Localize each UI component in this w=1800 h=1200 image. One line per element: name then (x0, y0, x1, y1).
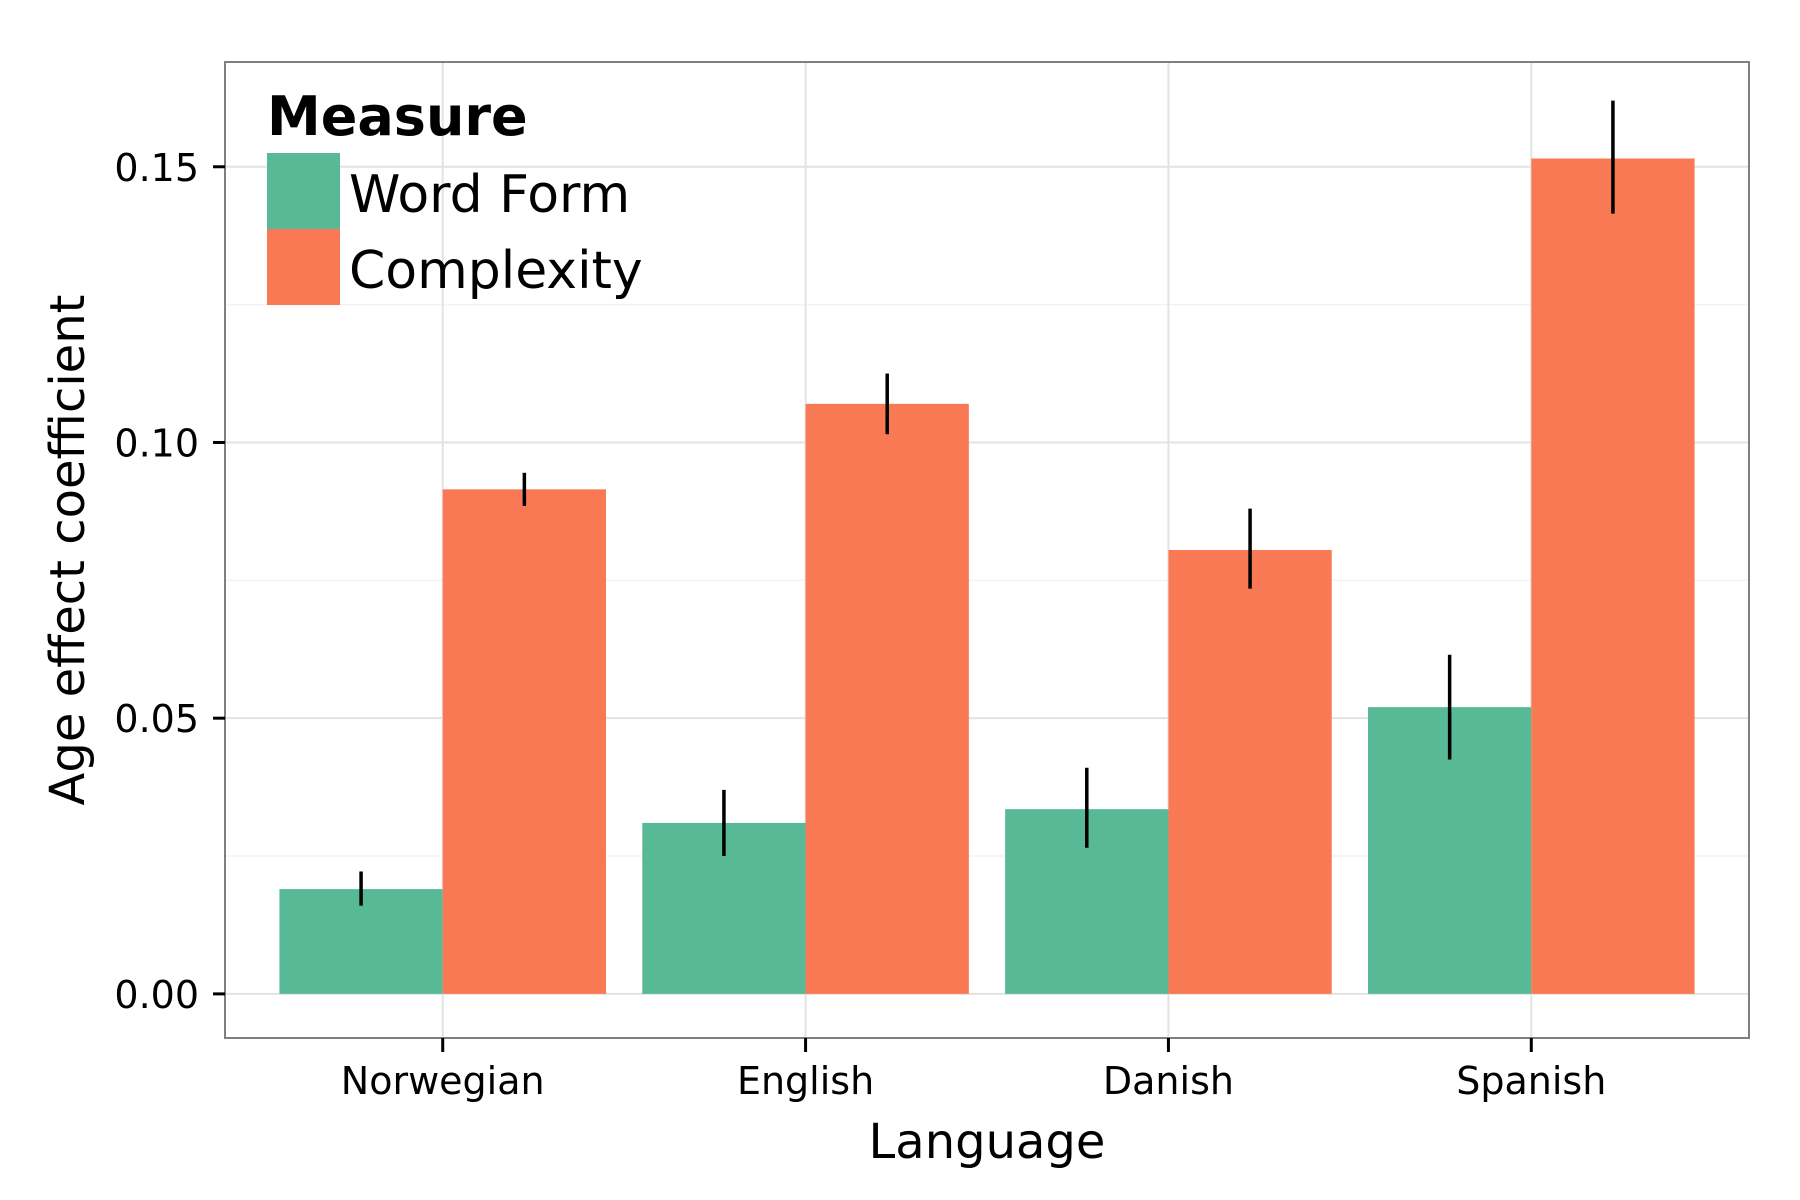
bar-word-form-norwegian (279, 889, 443, 994)
bar-complexity-norwegian (442, 489, 606, 994)
x-tick-label-norwegian: Norwegian (341, 1059, 545, 1103)
y-tick-label: 0.00 (114, 973, 199, 1017)
legend-title: Measure (267, 85, 528, 148)
bar-complexity-spanish (1531, 158, 1695, 994)
y-tick-label: 0.15 (114, 146, 199, 190)
x-axis: Norwegian English Danish Spanish (341, 1038, 1606, 1103)
bars (279, 158, 1695, 994)
error-bars (359, 100, 1615, 906)
bar-complexity-english (805, 403, 969, 994)
x-tick-label-spanish: Spanish (1456, 1059, 1606, 1103)
x-tick-label-danish: Danish (1103, 1059, 1234, 1103)
y-axis-title: Age effect coefficient (40, 295, 96, 806)
bar-complexity-danish (1168, 550, 1332, 994)
legend-swatch-complexity (267, 229, 340, 305)
y-axis: 0.00 0.05 0.10 0.15 (114, 146, 225, 1017)
x-axis-title: Language (869, 1114, 1106, 1170)
plot-border (224, 61, 1750, 1039)
legend-label-word-form: Word Form (349, 165, 630, 225)
legend-swatch-word-form (267, 153, 340, 229)
x-tick-label-english: English (737, 1059, 874, 1103)
y-tick-label: 0.05 (114, 697, 199, 741)
legend: Measure Word Form Complexity (267, 85, 643, 305)
y-tick-label: 0.10 (114, 421, 199, 465)
legend-label-complexity: Complexity (349, 241, 643, 301)
